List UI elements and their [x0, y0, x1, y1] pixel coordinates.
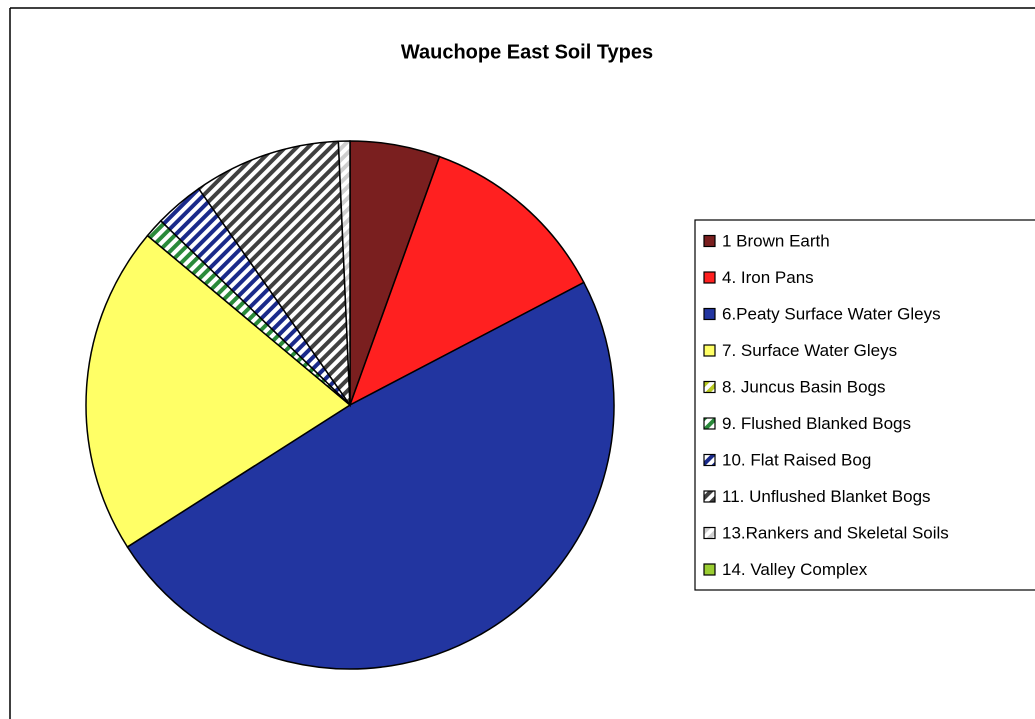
- legend-label: 7. Surface Water Gleys: [722, 341, 897, 360]
- legend-swatch: [703, 271, 716, 284]
- legend-swatch: [703, 453, 716, 467]
- pie-slice: [126, 281, 615, 670]
- legend-swatch: [703, 563, 716, 576]
- legend-label: 1 Brown Earth: [722, 231, 830, 250]
- legend-swatch: [703, 417, 716, 430]
- legend-swatch: [703, 526, 716, 540]
- legend-swatch: [703, 490, 716, 503]
- legend-label: 14. Valley Complex: [722, 560, 868, 579]
- chart-title: Wauchope East Soil Types: [401, 41, 653, 63]
- legend-swatch: [703, 380, 716, 394]
- legend-label: 13.Rankers and Skeletal Soils: [722, 523, 949, 542]
- legend-label: 6.Peaty Surface Water Gleys: [722, 304, 941, 323]
- legend-label: 9. Flushed Blanked Bogs: [722, 414, 911, 433]
- pie-slice: [85, 234, 352, 548]
- legend-swatch: [703, 344, 716, 357]
- legend-label: 8. Juncus Basin Bogs: [722, 377, 885, 396]
- legend-box: [694, 219, 1035, 591]
- pie-slice: [348, 155, 585, 407]
- legend-label: 11. Unflushed Blanket Bogs: [722, 487, 931, 506]
- pie-slice: [197, 140, 351, 408]
- legend-swatch: [703, 307, 716, 321]
- pie-slice: [337, 140, 351, 406]
- legend-label: 10. Flat Raised Bog: [722, 450, 871, 469]
- legend-swatch: [703, 234, 716, 248]
- legend-label: 4. Iron Pans: [722, 268, 814, 287]
